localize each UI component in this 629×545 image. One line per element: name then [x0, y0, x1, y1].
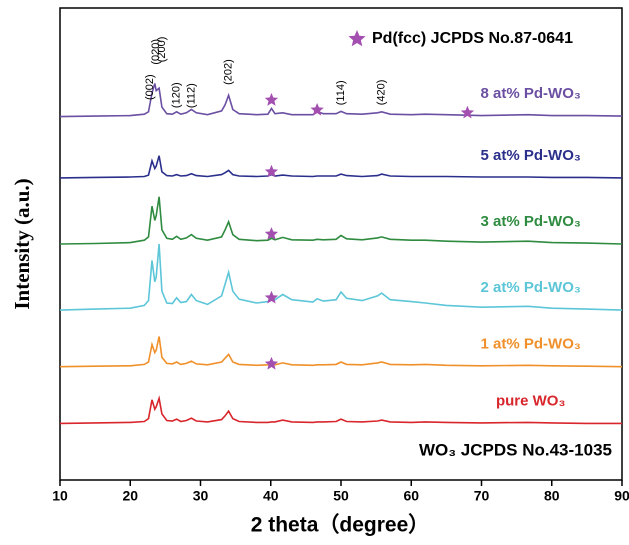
pd-marker [264, 93, 279, 106]
x-tick-label: 30 [193, 488, 209, 504]
hkl-label: (200) [156, 37, 168, 63]
pd-marker [310, 103, 324, 116]
pd-marker [264, 164, 279, 178]
series-line [59, 243, 623, 311]
pd-marker [264, 356, 279, 370]
series-line [59, 395, 622, 425]
series-label: 8 at% Pd-WO₃ [481, 85, 581, 102]
series-label: 3 at% Pd-WO₃ [481, 213, 581, 230]
series-line [59, 83, 623, 118]
marker-legend-label: Pd(fcc) JCPDS No.87-0641 [372, 30, 573, 47]
series-label: 2 at% Pd-WO₃ [481, 279, 581, 296]
series-line [59, 196, 623, 245]
x-tick-label: 90 [614, 488, 629, 504]
x-tick-label: 80 [544, 488, 560, 504]
hkl-label: (002) [144, 74, 156, 100]
x-tick-label: 20 [122, 488, 138, 504]
series-label: 5 at% Pd-WO₃ [481, 147, 581, 164]
x-axis-title: 2 theta（degree） [251, 513, 430, 537]
pd-marker [264, 227, 279, 240]
hkl-label: (420) [376, 80, 388, 106]
series-label: pure WO₃ [496, 392, 565, 409]
x-tick-label: 50 [333, 488, 349, 504]
hkl-label: (114) [335, 80, 347, 105]
series-line [59, 155, 623, 179]
x-tick-label: 70 [474, 488, 490, 504]
x-tick-label: 60 [403, 488, 419, 504]
series-label: 1 at% Pd-WO₃ [481, 336, 581, 353]
marker-legend-symbol [348, 30, 366, 47]
pd-marker [460, 105, 475, 119]
pd-marker [264, 290, 279, 304]
hkl-label: (120) [171, 82, 183, 108]
reference-label: WO₃ JCPDS No.43-1035 [419, 440, 612, 459]
series-line [59, 336, 623, 368]
hkl-label: (020) [150, 39, 162, 65]
y-axis-title: Intensity (a.u.) [10, 178, 34, 309]
x-tick-label: 40 [263, 488, 279, 504]
hkl-label: (202) [223, 59, 235, 85]
x-tick-label: 10 [52, 488, 68, 504]
hkl-label: (112) [185, 83, 197, 108]
